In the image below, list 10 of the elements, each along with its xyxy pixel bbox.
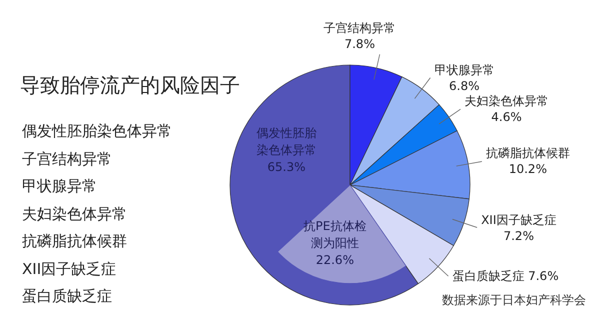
annotation: 子宫结构异常: [22, 150, 112, 168]
annotation: 蛋白质缺乏症: [22, 287, 112, 306]
annotation: XII因子缺乏症: [22, 260, 116, 278]
annotation: 抗PE抗体检测为阳性 22.6%: [302, 218, 368, 270]
title: 导致胎停流产的风险因子: [20, 72, 240, 99]
annotation: 夫妇染色体异常: [22, 204, 127, 224]
annotation: 抗磷脂抗体候群: [22, 232, 127, 251]
annotation: 甲状腺异常: [22, 177, 97, 196]
annotation: 偶发性胚胎染色体异常: [22, 122, 172, 141]
annotation: 数据来源于日本妇产科学会: [442, 292, 586, 309]
